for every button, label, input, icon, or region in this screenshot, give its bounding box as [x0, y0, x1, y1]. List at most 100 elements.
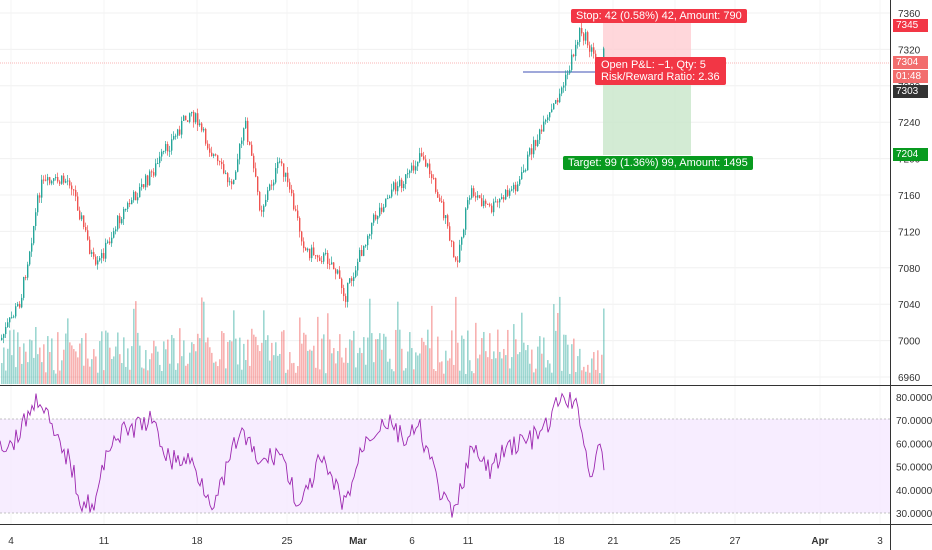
price-tick-label: 6960: [898, 373, 921, 384]
time-axis[interactable]: 4 11 18 25 Mar 6 11 18 21 25 27 Apr 3: [8, 536, 883, 547]
rsi-axis[interactable]: 80.0000 70.0000 60.0000 50.0000 40.0000 30.00…: [896, 393, 932, 520]
candle-body: [511, 189, 513, 191]
candle-body: [189, 113, 191, 122]
candle-body: [117, 215, 119, 230]
candle-body: [299, 218, 301, 232]
volume-bar: [55, 373, 57, 384]
position-info-box[interactable]: Open P&L: −1, Qty: 5 Risk/Reward Ratio: …: [595, 57, 726, 85]
candle-body: [143, 184, 145, 188]
current-price-tag: 7304: [893, 56, 928, 69]
volume-bar: [315, 367, 317, 384]
volume-bar: [397, 301, 399, 384]
candle-body: [57, 177, 59, 182]
volume-bar: [393, 371, 395, 384]
volume-bar: [1, 363, 3, 384]
volume-bar: [217, 366, 219, 384]
volume-bar: [493, 351, 495, 384]
volume-bar: [587, 364, 589, 384]
candle-body: [479, 195, 481, 199]
stop-label[interactable]: Stop: 42 (0.58%) 42, Amount: 790: [571, 9, 747, 23]
volume-bar: [459, 370, 461, 384]
volume-bar: [517, 354, 519, 384]
volume-bar: [109, 347, 111, 384]
time-tick-label: Apr: [811, 536, 828, 547]
candlesticks[interactable]: [1, 22, 605, 344]
candle-body: [381, 207, 383, 212]
volume-bar: [591, 358, 593, 384]
volume-bar: [43, 344, 45, 384]
volume-bar: [407, 351, 409, 384]
candle-body: [497, 201, 499, 203]
volume-bar: [77, 357, 79, 384]
volume-bar: [169, 363, 171, 384]
volume-bar: [283, 330, 285, 384]
volume-bar: [155, 346, 157, 384]
stop-zone[interactable]: [603, 20, 691, 64]
candle-body: [441, 201, 443, 203]
candle-body: [137, 197, 139, 201]
risk-reward-text: Risk/Reward Ratio: 2.36: [601, 71, 720, 83]
candle-body: [65, 181, 67, 183]
candle-body: [459, 244, 461, 262]
candle-body: [403, 183, 405, 189]
volume-bar: [439, 362, 441, 384]
candle-body: [461, 237, 463, 245]
candle-body: [473, 188, 475, 196]
volume-bar: [227, 341, 229, 384]
candle-body: [171, 139, 173, 151]
candle-body: [157, 163, 159, 165]
candle-body: [367, 235, 369, 246]
volume-bar: [431, 305, 433, 384]
volume-bar: [385, 336, 387, 384]
candle-body: [221, 161, 223, 165]
volume-bar: [565, 334, 567, 384]
candle-body: [413, 165, 415, 171]
volume-bar: [505, 355, 507, 384]
volume-bar: [253, 334, 255, 384]
volume-bar: [305, 334, 307, 384]
volume-bar: [301, 343, 303, 384]
candle-body: [113, 231, 115, 238]
volume-bar: [395, 329, 397, 384]
volume-bar: [119, 354, 121, 384]
candle-body: [271, 184, 273, 186]
candle-body: [341, 278, 343, 289]
volume-bar: [143, 368, 145, 384]
candle-body: [355, 270, 357, 277]
candle-body: [399, 179, 401, 187]
volume-bar: [491, 359, 493, 384]
candle-body: [543, 121, 545, 132]
candle-body: [31, 243, 33, 252]
target-label[interactable]: Target: 99 (1.36%) 99, Amount: 1495: [563, 156, 753, 170]
candle-body: [177, 129, 179, 136]
candle-body: [25, 277, 27, 279]
volume-bar: [229, 340, 231, 384]
candle-body: [445, 215, 447, 219]
volume-bar: [277, 355, 279, 384]
candle-body: [569, 69, 571, 74]
volume-bar: [599, 373, 601, 384]
candle-body: [325, 252, 327, 254]
candle-body: [577, 41, 579, 45]
rsi-line[interactable]: [0, 391, 605, 518]
candle-body: [541, 129, 543, 132]
candle-body: [531, 148, 533, 155]
volume-bar: [511, 357, 513, 384]
candle-body: [371, 222, 373, 235]
candle-body: [343, 288, 345, 297]
volume-bar: [457, 342, 459, 384]
candle-body: [519, 179, 521, 185]
volume-bar: [375, 339, 377, 384]
candle-body: [69, 180, 71, 186]
volume-bar: [525, 350, 527, 384]
candle-body: [487, 203, 489, 205]
candle-body: [197, 113, 199, 126]
volume-bar: [183, 340, 185, 384]
candle-body: [87, 230, 89, 240]
volume-bar: [479, 354, 481, 384]
volume-bar: [35, 326, 37, 384]
candle-body: [321, 260, 323, 262]
candle-body: [107, 241, 109, 243]
candle-body: [49, 177, 51, 184]
